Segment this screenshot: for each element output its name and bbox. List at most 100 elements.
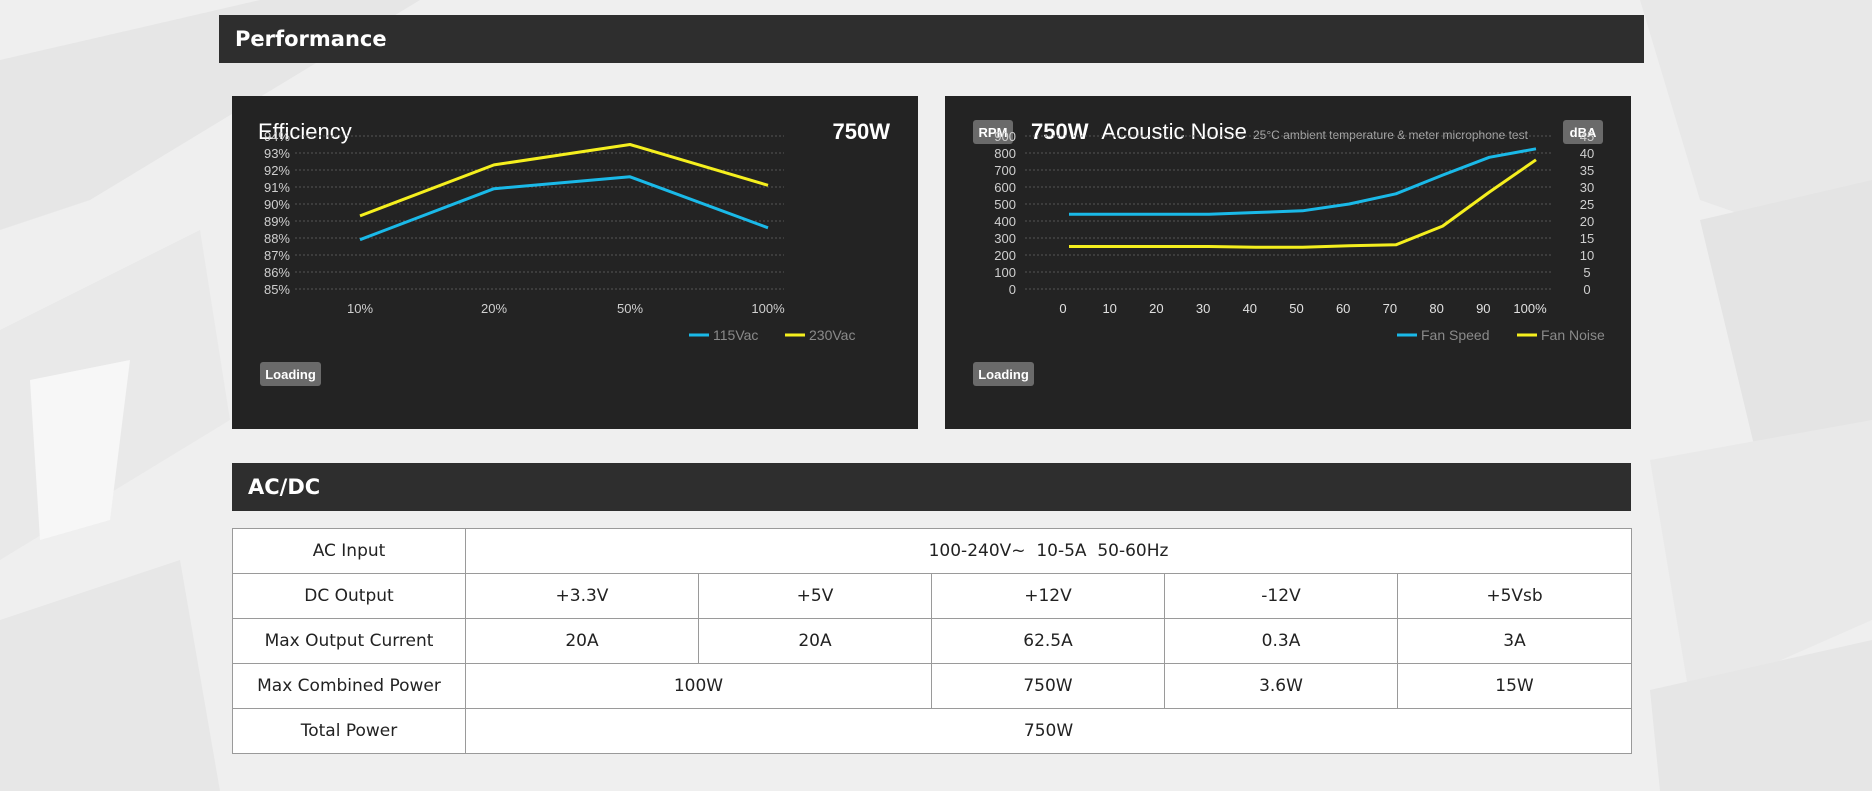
table-row: AC Input 100-240V~ 10-5A 50-60Hz (232, 528, 1633, 574)
efficiency-chart: Efficiency 750W 94% 93% 92% 91% 90% 89% 88% 87%… (258, 119, 891, 386)
loading-badge (260, 362, 321, 386)
table-cell: 15W (1396, 663, 1633, 709)
noise-subtitle: 25°C ambient temperature & meter microph… (1253, 128, 1529, 142)
loading-badge-label: Loading (265, 367, 316, 382)
noise-heading: 750W Acoustic Noise (1031, 119, 1247, 144)
acdc-title: AC/DC (248, 475, 321, 499)
y-tick-label: 90% (264, 197, 290, 212)
efficiency-y-ticks: 94% 93% 92% 91% 90% 89% 88% 87% 86% 85% (264, 129, 290, 297)
acdc-header: AC/DC (232, 463, 1631, 511)
y-tick-label-left: 300 (994, 231, 1016, 246)
table-cell: 0.3A (1164, 618, 1398, 664)
series-line-230Vac (359, 143, 769, 218)
y-tick-label-right: 0 (1583, 282, 1590, 297)
y-tick-label-right: 30 (1580, 180, 1594, 195)
table-cell: 62.5A (931, 618, 1165, 664)
legend-label: Fan Noise (1541, 327, 1605, 343)
y-tick-label: 94% (264, 129, 290, 144)
x-tick-label: 70 (1383, 301, 1397, 316)
table-cell: 3A (1396, 618, 1633, 664)
noise-wattage: 750W (1031, 119, 1089, 144)
y-tick-label-right: 40 (1580, 146, 1594, 161)
y-tick-label-left: 400 (994, 214, 1016, 229)
noise-grid (1025, 135, 1553, 290)
x-tick-label: 100% (1513, 301, 1547, 316)
table-row: Max Output Current 20A 20A 62.5A 0.3A 3A (232, 618, 1633, 664)
series-line-115Vac (359, 175, 769, 242)
y-tick-label: 89% (264, 214, 290, 229)
table-cell: +5V (698, 573, 932, 619)
y-tick-label-left: 500 (994, 197, 1016, 212)
x-tick-label: 100% (751, 301, 785, 316)
noise-legend: Fan Speed Fan Noise (1397, 327, 1605, 343)
x-tick-label: 20% (481, 301, 507, 316)
dba-badge-label: dBA (1570, 125, 1597, 140)
row-label: Total Power (232, 708, 466, 754)
table-cell: 750W (464, 708, 1633, 754)
table-row: DC Output +3.3V +5V +12V -12V +5Vsb (232, 573, 1633, 619)
table-row: Total Power 750W (232, 708, 1633, 754)
efficiency-legend: 115Vac 230Vac (689, 327, 855, 343)
table-cell: 3.6W (1164, 663, 1398, 709)
table-cell: 100W (465, 663, 932, 709)
y-tick-label: 85% (264, 282, 290, 297)
performance-title: Performance (235, 27, 387, 51)
x-tick-label: 40 (1243, 301, 1257, 316)
x-tick-label: 80 (1429, 301, 1443, 316)
y-tick-label-right: 35 (1580, 163, 1594, 178)
noise-x-ticks: 0 10 20 30 40 50 60 70 80 90 100% (1059, 301, 1547, 316)
series-line-Fan Noise (1069, 158, 1537, 249)
efficiency-title: Efficiency (258, 119, 352, 144)
table-row: Max Combined Power 100W 750W 3.6W 15W (232, 663, 1633, 709)
table-cell: 100-240V~ 10-5A 50-60Hz (464, 528, 1633, 574)
row-label: AC Input (232, 528, 466, 574)
efficiency-wattage: 750W (833, 119, 891, 144)
table-cell: 20A (465, 618, 699, 664)
noise-y-ticks-left: 900 800 700 600 500 400 300 200 100 0 (994, 129, 1016, 297)
series-line-Fan Speed (1069, 147, 1537, 216)
loading-badge (973, 362, 1034, 386)
acdc-spec-table: AC Input 100-240V~ 10-5A 50-60Hz DC Outp… (232, 528, 1633, 754)
table-cell: 20A (698, 618, 932, 664)
efficiency-lines (359, 143, 769, 242)
x-tick-label: 30 (1196, 301, 1210, 316)
row-label: Max Output Current (232, 618, 466, 664)
x-tick-label: 20 (1149, 301, 1163, 316)
y-tick-label: 93% (264, 146, 290, 161)
y-tick-label-left: 700 (994, 163, 1016, 178)
dba-badge (1563, 120, 1603, 144)
x-tick-label: 90 (1476, 301, 1490, 316)
y-tick-label-right: 10 (1580, 248, 1594, 263)
legend-label: Fan Speed (1421, 327, 1490, 343)
loading-badge-label: Loading (978, 367, 1029, 382)
noise-lines (1069, 147, 1537, 249)
row-label: DC Output (232, 573, 466, 619)
y-tick-label: 91% (264, 180, 290, 195)
y-tick-label-left: 200 (994, 248, 1016, 263)
rpm-badge-label: RPM (979, 125, 1008, 140)
table-cell: +5Vsb (1396, 573, 1633, 619)
y-tick-label: 86% (264, 265, 290, 280)
y-tick-label-left: 100 (994, 265, 1016, 280)
noise-title: Acoustic Noise (1101, 119, 1247, 144)
y-tick-label-left: 800 (994, 146, 1016, 161)
table-cell: +3.3V (465, 573, 699, 619)
y-tick-label-right: 20 (1580, 214, 1594, 229)
y-tick-label-right: 45 (1580, 129, 1594, 144)
x-tick-label: 10% (347, 301, 373, 316)
x-tick-label: 50 (1289, 301, 1303, 316)
acoustic-noise-chart: RPM 750W Acoustic Noise 25°C ambient tem… (973, 119, 1605, 386)
y-tick-label: 88% (264, 231, 290, 246)
table-cell: 750W (931, 663, 1165, 709)
table-cell: +12V (931, 573, 1165, 619)
efficiency-x-ticks: 10% 20% 50% 100% (347, 301, 785, 316)
y-tick-label: 87% (264, 248, 290, 263)
performance-header: Performance (219, 15, 1644, 63)
row-label: Max Combined Power (232, 663, 466, 709)
legend-label: 115Vac (713, 327, 758, 343)
x-tick-label: 0 (1059, 301, 1066, 316)
efficiency-chart-panel: Efficiency 750W 94% 93% 92% 91% 90% 89% 88% 87%… (232, 96, 918, 429)
x-tick-label: 50% (617, 301, 643, 316)
y-tick-label-right: 25 (1580, 197, 1594, 212)
